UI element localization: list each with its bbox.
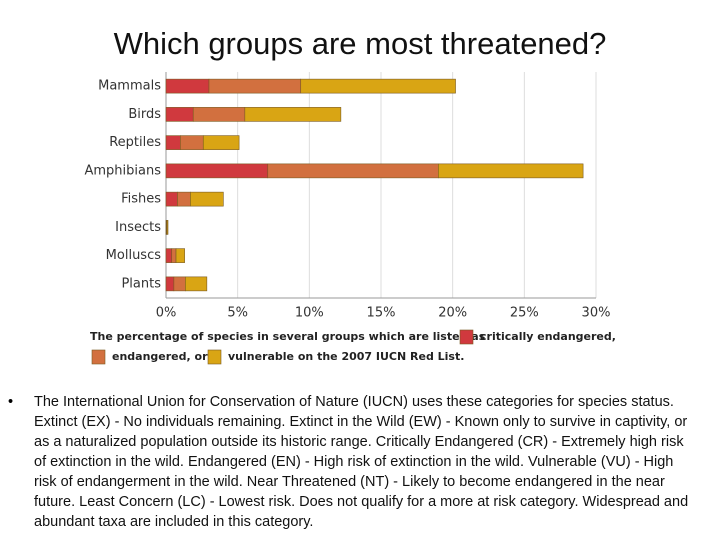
bullet-mark: • [8,394,14,410]
bullet-text: The International Union for Conservation… [34,394,689,530]
bar-segment [165,276,175,292]
legend-intro: The percentage of species in several gro… [90,330,486,343]
x-tick-label: 30% [582,306,611,321]
bar-segment [165,248,173,263]
bar-segment [166,220,169,235]
bar-segment [208,78,302,94]
legend-swatch [91,349,106,365]
bar-segment [165,107,194,122]
y-tick-label: Molluscs [106,248,162,263]
bar-segment [202,135,240,150]
bar-segment [173,276,186,292]
chart-title: Which groups are most threatened? [114,26,607,61]
y-tick-label: Insects [115,220,161,235]
legend-label: vulnerable on the 2007 IUCN Red List. [228,350,464,363]
x-tick-label: 10% [295,306,324,321]
x-tick-label: 20% [438,306,467,321]
bar-segment [171,248,177,263]
bar-segment [180,135,204,150]
legend-swatch [207,349,222,365]
y-tick-label: Plants [121,276,161,291]
y-tick-label: Fishes [121,192,161,207]
bar-segment [267,163,439,179]
y-tick-label: Reptiles [109,135,161,150]
bar-segment [165,78,210,94]
bar-segment [165,135,181,150]
bar-segment [244,107,342,122]
bar-segment [192,107,246,122]
legend-label: critically endangered, [480,330,616,343]
x-tick-label: 25% [510,306,539,321]
x-tick-label: 0% [156,306,177,321]
y-tick-label: Birds [128,107,161,122]
bar-segment [177,191,191,207]
bar-segment [185,276,208,292]
bar-segment [175,248,185,263]
legend-swatch [459,329,474,345]
y-tick-label: Mammals [98,79,161,94]
bar-segment [165,191,178,207]
x-tick-label: 15% [367,306,396,321]
bar-segment [300,78,456,94]
bar-segment [190,191,224,207]
x-tick-label: 5% [227,306,248,321]
bar-segment [438,163,584,179]
legend-label: endangered, or [112,350,208,363]
chart: Which groups are most threatened? 0% 5% 10… [84,26,616,365]
y-tick-label: Amphibians [84,163,161,178]
bar-segment [165,163,269,179]
